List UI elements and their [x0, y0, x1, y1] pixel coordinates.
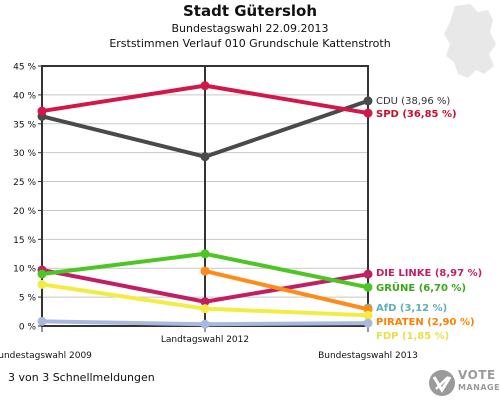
footer-note: 3 von 3 Schnellmeldungen — [8, 371, 155, 384]
y-tick-label: 20 % — [13, 207, 36, 217]
data-point — [363, 96, 373, 106]
series-end-label: GRÜNE (6,70 %) — [376, 280, 466, 294]
data-point — [363, 318, 373, 328]
data-point — [200, 319, 210, 329]
y-tick-label: 40 % — [13, 91, 36, 101]
x-tick-label: Landtagswahl 2012 — [161, 335, 249, 345]
series-line — [203, 306, 370, 318]
series-line — [40, 114, 207, 159]
y-tick-label: 15 % — [13, 236, 36, 246]
y-tick-label: 5 % — [19, 294, 37, 304]
germany-map-icon — [444, 4, 496, 78]
chart-subtitle-election: Bundestagswahl 22.09.2013 — [171, 22, 329, 35]
series-line — [40, 319, 207, 327]
y-tick-label: 30 % — [13, 149, 36, 159]
series-line — [40, 282, 207, 311]
logo-wordmark-manager: MANAGER — [458, 383, 500, 392]
series-end-label: DIE LINKE (8,97 %) — [376, 268, 482, 279]
data-point — [200, 297, 210, 307]
data-point — [200, 304, 210, 314]
x-tick-label: Bundestagswahl 2009 — [0, 351, 92, 361]
series-end-label: SPD (36,85 %) — [376, 109, 457, 120]
data-point — [363, 282, 373, 292]
data-point — [200, 81, 210, 91]
votemanager-logo-icon — [429, 370, 455, 396]
data-point — [37, 269, 47, 279]
series-line — [203, 83, 370, 116]
series-line — [40, 267, 207, 304]
series-end-label: CDU (38,96 %) — [376, 96, 450, 107]
series-end-label: PIRATEN (2,90 %) — [376, 317, 475, 328]
y-tick-label: 10 % — [13, 265, 36, 275]
y-tick-label: 0 % — [19, 323, 37, 333]
series-line — [203, 272, 370, 304]
data-point — [200, 266, 210, 276]
data-point — [200, 152, 210, 162]
data-point — [37, 279, 47, 289]
data-point — [363, 269, 373, 279]
data-point — [200, 249, 210, 259]
series-line — [40, 251, 207, 276]
series-line — [40, 83, 207, 114]
y-tick-label: 25 % — [13, 178, 36, 188]
data-point — [37, 106, 47, 116]
series-line — [203, 251, 370, 290]
data-point — [363, 310, 373, 320]
y-tick-label: 45 % — [13, 63, 36, 73]
chart-title: Stadt Gütersloh — [182, 2, 317, 20]
chart-subtitle-district: Erststimmen Verlauf 010 Grundschule Katt… — [109, 37, 391, 50]
series-line — [203, 269, 370, 312]
series-end-label: AfD (3,12 %) — [376, 303, 447, 314]
data-point — [37, 316, 47, 326]
series-line — [203, 321, 370, 327]
x-tick-label: Bundestagswahl 2013 — [318, 351, 418, 361]
y-tick-label: 35 % — [13, 120, 36, 130]
logo-wordmark-vote: VOTE — [458, 368, 496, 382]
series-end-label: FDP (1,85 %) — [376, 331, 449, 342]
data-point — [363, 108, 373, 118]
